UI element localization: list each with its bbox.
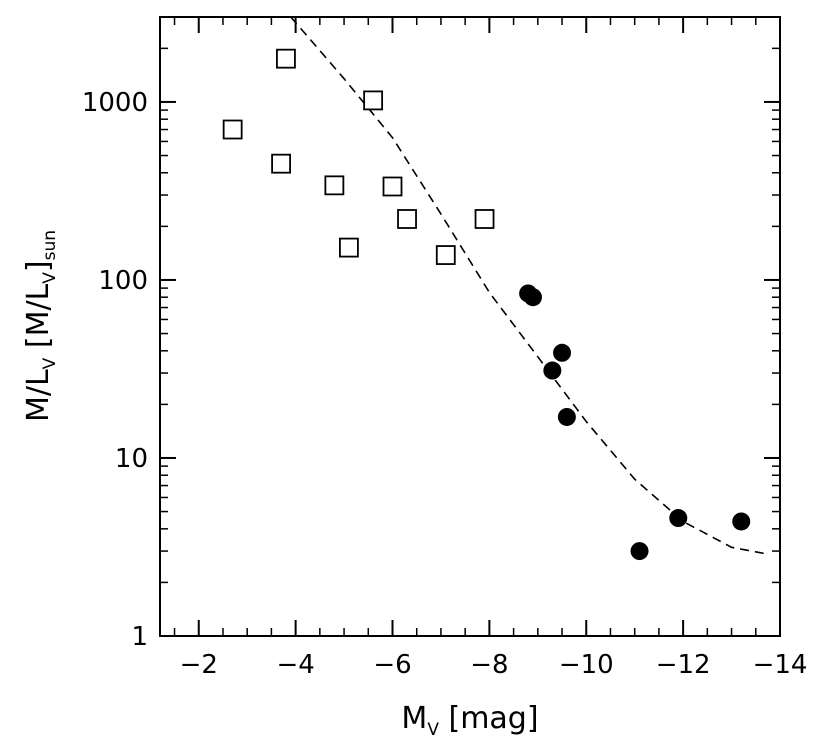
x-axis-title-unit: [mag] xyxy=(449,701,539,736)
model-curve-layer xyxy=(290,16,766,555)
square-marker xyxy=(397,209,417,229)
square-marker xyxy=(271,153,291,174)
markers-layer xyxy=(222,48,751,561)
x-tick-label: −14 xyxy=(753,650,808,680)
x-tick-label: −6 xyxy=(373,650,411,680)
y-tick-label: 10 xyxy=(115,444,148,474)
square-marker xyxy=(363,90,384,111)
x-tick-label: −10 xyxy=(559,650,614,680)
square-marker xyxy=(435,245,456,265)
circle-marker xyxy=(669,509,688,528)
square-marker xyxy=(474,209,495,229)
y-tick-label: 1 xyxy=(131,622,148,652)
y-axis-title-part3: ] xyxy=(21,260,56,272)
y-tick-label: 1000 xyxy=(82,88,148,118)
y-tick-labels: 1 10 100 1000 xyxy=(82,88,148,652)
x-axis-title-main: M xyxy=(401,701,427,736)
y-axis-title: M/LV [M/LV]sun xyxy=(21,230,60,422)
x-tick-label: −12 xyxy=(656,650,711,680)
square-marker xyxy=(222,119,243,140)
square-marker xyxy=(339,237,359,258)
y-axis-title-sub1: V xyxy=(40,357,60,369)
plot-frame xyxy=(159,16,781,637)
y-axis-title-sub3: sun xyxy=(40,230,60,260)
square-marker xyxy=(276,48,296,69)
x-tick-label: −2 xyxy=(180,650,218,680)
square-marker xyxy=(382,176,403,197)
x-tick-labels: −2 −4 −6 −8 −10 −12 −14 xyxy=(180,650,808,680)
axis-ticks xyxy=(160,16,781,637)
model-curve xyxy=(290,16,766,555)
circle-marker xyxy=(553,343,572,362)
x-tick-label: −4 xyxy=(276,650,314,680)
y-axis-title-part1: M/L xyxy=(21,369,56,422)
y-axis-title-sub2: V xyxy=(40,272,60,284)
x-axis-title: MV [mag] xyxy=(401,701,538,740)
circle-marker xyxy=(732,512,751,531)
square-marker xyxy=(324,175,345,196)
y-tick-label: 100 xyxy=(98,266,148,296)
circle-marker xyxy=(523,288,542,307)
circle-marker xyxy=(557,407,576,426)
circle-marker xyxy=(543,361,562,380)
circle-marker xyxy=(630,542,649,561)
x-tick-label: −8 xyxy=(470,650,508,680)
x-axis-title-sub: V xyxy=(427,720,439,740)
y-axis-title-part2: [M/L xyxy=(21,283,56,348)
